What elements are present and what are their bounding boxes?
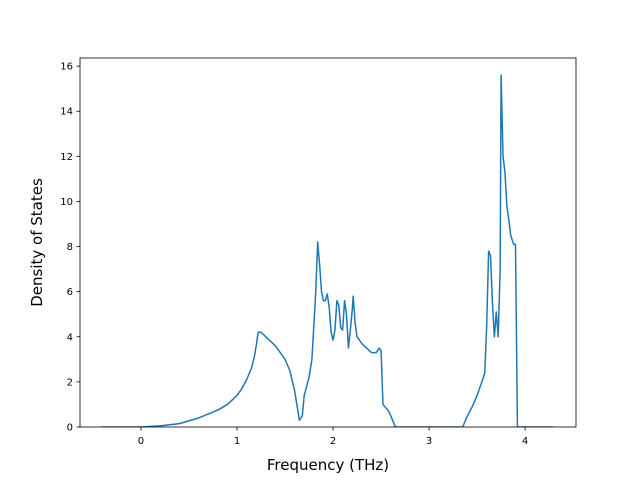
- y-tick-label: 8: [67, 242, 73, 253]
- y-tick-label: 0: [67, 423, 73, 434]
- x-tick-label: 3: [426, 436, 432, 447]
- x-tick-label: 1: [234, 436, 240, 447]
- y-axis-label: Density of States: [28, 178, 46, 307]
- y-tick-label: 12: [60, 152, 73, 163]
- x-tick-label: 4: [522, 436, 528, 447]
- y-tick-label: 10: [60, 197, 73, 208]
- axes-frame: [79, 57, 577, 428]
- x-axis-label: Frequency (THz): [267, 456, 389, 474]
- y-tick-label: 4: [67, 332, 73, 343]
- plot-area: [101, 74, 553, 427]
- x-tick-label: 2: [330, 436, 336, 447]
- y-tick-label: 6: [67, 287, 73, 298]
- y-tick-label: 16: [60, 62, 73, 73]
- line-series: [101, 74, 553, 427]
- y-tick-label: 2: [67, 377, 73, 388]
- y-tick-label: 14: [60, 107, 73, 118]
- x-tick-label: 0: [138, 436, 144, 447]
